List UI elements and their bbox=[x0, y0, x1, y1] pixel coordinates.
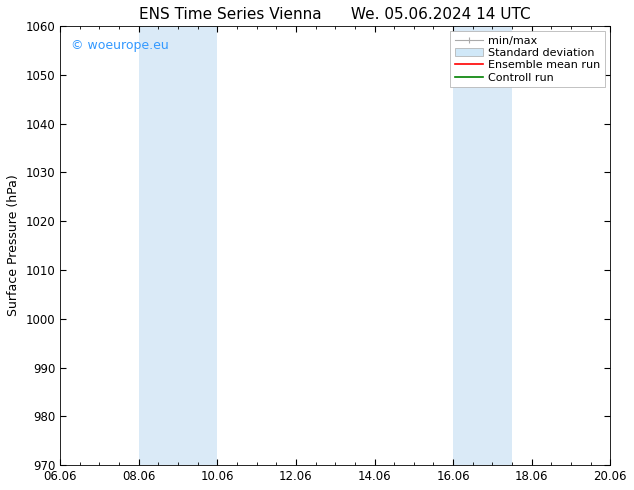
Bar bbox=[453, 26, 512, 465]
Title: ENS Time Series Vienna      We. 05.06.2024 14 UTC: ENS Time Series Vienna We. 05.06.2024 14… bbox=[139, 7, 531, 22]
Bar bbox=[139, 26, 217, 465]
Legend: min/max, Standard deviation, Ensemble mean run, Controll run: min/max, Standard deviation, Ensemble me… bbox=[450, 31, 605, 87]
Y-axis label: Surface Pressure (hPa): Surface Pressure (hPa) bbox=[7, 174, 20, 317]
Text: © woeurope.eu: © woeurope.eu bbox=[71, 39, 169, 52]
